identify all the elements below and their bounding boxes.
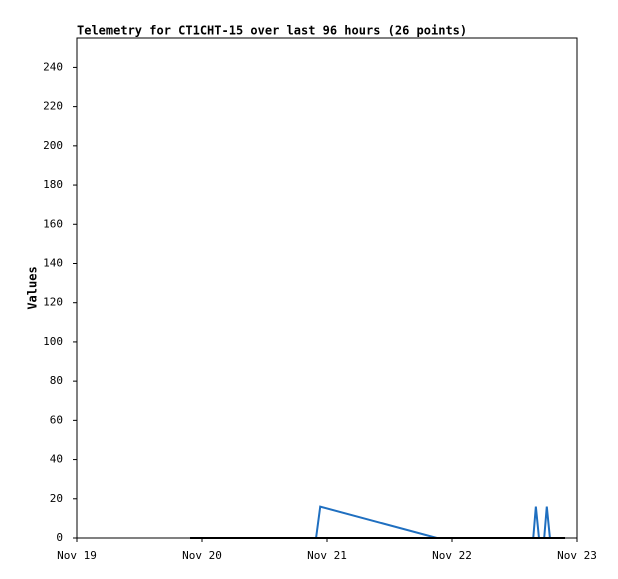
y-tick-label: 140	[43, 256, 63, 269]
x-tick-label: Nov 23	[557, 549, 597, 562]
y-tick-label: 180	[43, 178, 63, 191]
x-tick-label: Nov 19	[57, 549, 97, 562]
y-axis-label: Values	[26, 266, 40, 309]
y-tick-label: 200	[43, 139, 63, 152]
y-tick-label: 120	[43, 296, 63, 309]
y-tick-label: 160	[43, 217, 63, 230]
y-tick-label: 0	[56, 531, 63, 544]
x-tick-label: Nov 22	[432, 549, 472, 562]
plot-frame	[76, 37, 578, 539]
series-line	[315, 505, 551, 539]
x-tick-label: Nov 21	[307, 549, 347, 562]
y-tick-label: 80	[50, 374, 63, 387]
chart-title: Telemetry for CT1CHT-15 over last 96 hou…	[77, 24, 467, 38]
y-tick-label: 20	[50, 492, 63, 505]
x-tick-label: Nov 20	[182, 549, 222, 562]
y-tick-label: 240	[43, 60, 63, 73]
y-tick-label: 60	[50, 413, 63, 426]
y-tick-label: 220	[43, 100, 63, 113]
y-tick-label: 100	[43, 335, 63, 348]
y-tick-label: 40	[50, 453, 63, 466]
